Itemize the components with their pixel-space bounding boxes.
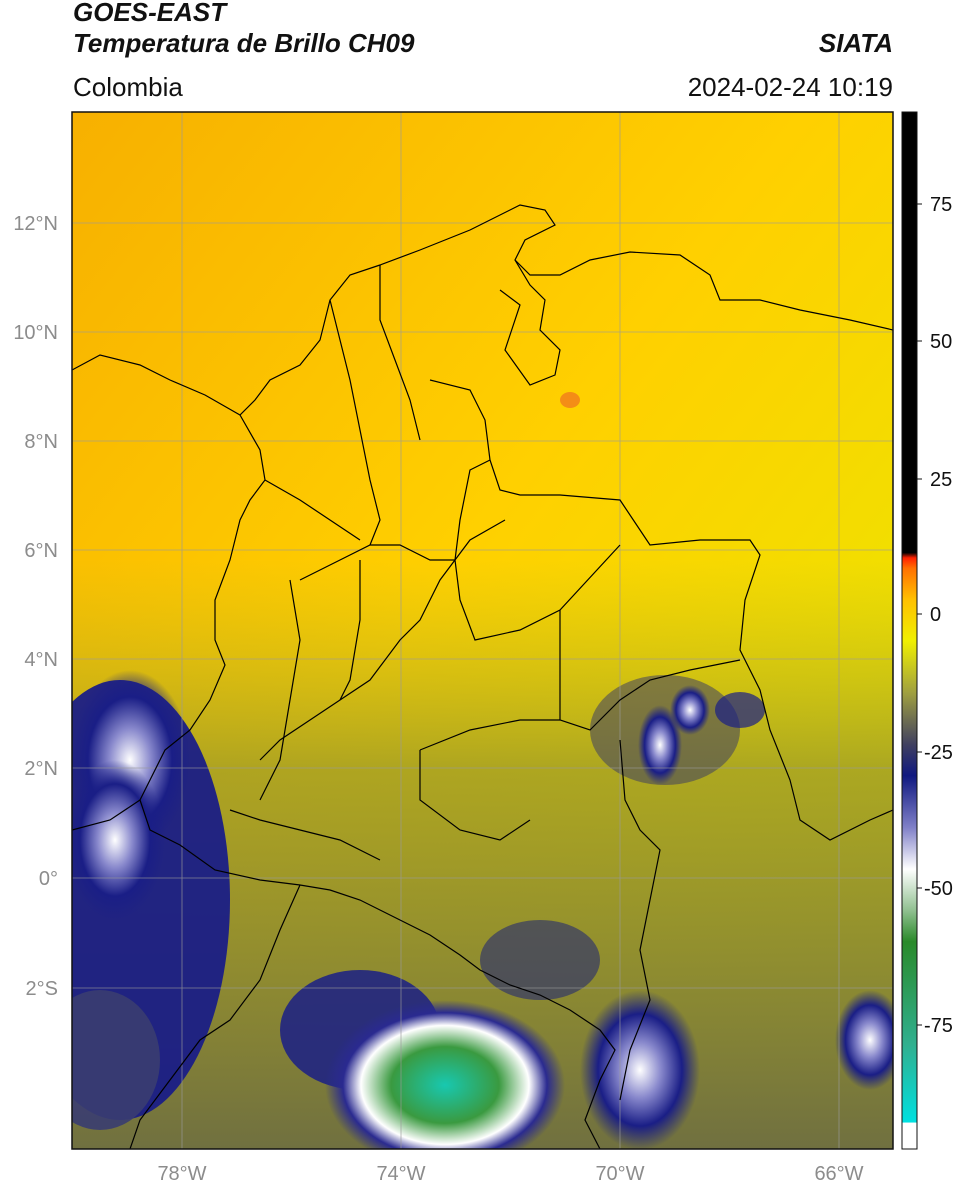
colorbar-scale (901, 111, 918, 1150)
lat-tick: 12°N (13, 213, 58, 235)
brightness-temperature-field (72, 112, 893, 1149)
colorbar-tick: 0 (930, 604, 941, 626)
lat-tick: 6°N (24, 540, 58, 562)
region-label: Colombia (73, 72, 183, 102)
lon-tick: 70°W (595, 1163, 644, 1185)
colorbar: 75 50 25 0 -25 -50 -75 (901, 111, 953, 1150)
colorbar-tick: -75 (924, 1015, 953, 1037)
lat-tick: 2°S (26, 978, 58, 1000)
colorbar-tick: 50 (930, 331, 952, 353)
latitude-ticks: 12°N 10°N 8°N 6°N 4°N 2°N 0° 2°S (13, 213, 58, 1000)
lat-tick: 8°N (24, 431, 58, 453)
lat-tick: 2°N (24, 758, 58, 780)
product-title: Temperatura de Brillo CH09 (73, 28, 415, 58)
lat-tick: 4°N (24, 649, 58, 671)
colorbar-tick: 75 (930, 194, 952, 216)
lon-tick: 78°W (157, 1163, 206, 1185)
satellite-title: GOES-EAST (73, 0, 227, 27)
colorbar-tick: -25 (924, 742, 953, 764)
longitude-ticks: 78°W 74°W 70°W 66°W (157, 1163, 863, 1185)
datetime-label: 2024-02-24 10:19 (687, 72, 893, 102)
organization-label: SIATA (818, 28, 893, 58)
lon-tick: 66°W (814, 1163, 863, 1185)
map-frame (71, 111, 894, 1150)
lat-tick: 10°N (13, 322, 58, 344)
lon-tick: 74°W (376, 1163, 425, 1185)
country-borders (72, 204, 893, 1149)
lat-tick: 0° (39, 868, 58, 890)
colorbar-tick: -50 (924, 878, 953, 900)
colorbar-tick: 25 (930, 469, 952, 491)
